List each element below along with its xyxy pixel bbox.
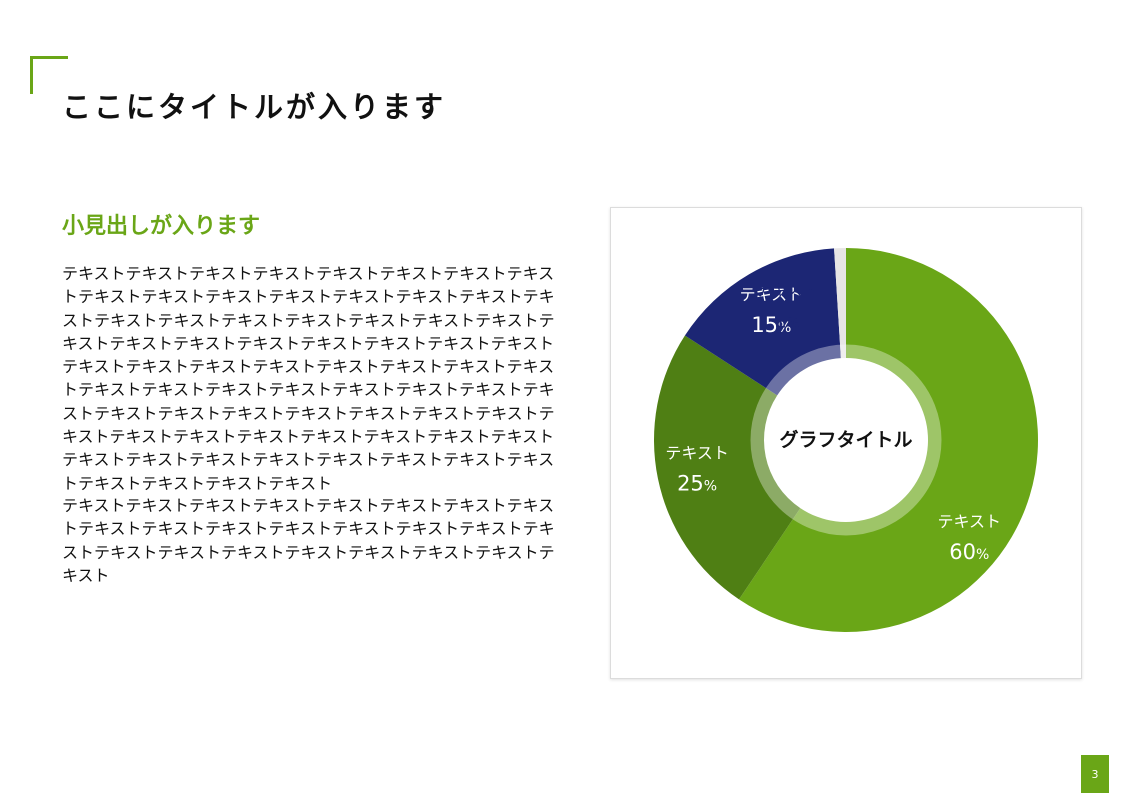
slice-label-text: テキスト	[665, 444, 729, 463]
body-paragraph-2: テキストテキストテキストテキストテキストテキストテキストテキストテキストテキスト…	[62, 496, 555, 585]
slice-label-text: テキスト	[740, 285, 804, 304]
slice-label-text: テキスト	[755, 281, 819, 300]
page-title: ここにタイトルが入ります	[62, 90, 447, 124]
page-number: 3	[1081, 755, 1109, 793]
slice-value-text: 1%	[774, 309, 801, 333]
donut-inner-ring	[750, 344, 942, 536]
chart-title: グラフタイトル	[779, 428, 912, 451]
donut-hole	[766, 360, 926, 520]
donut-slice-2	[654, 335, 801, 600]
donut-chart-card: グラフタイトル テキスト 60% テキスト 25% テキスト 15% テキスト 1%	[610, 207, 1082, 679]
slice-label-4: テキスト 1%	[755, 281, 819, 333]
donut-slice-3	[684, 248, 841, 396]
slice-label-text: テキスト	[938, 512, 1002, 531]
title-corner-accent	[30, 56, 68, 94]
donut-slice-4	[834, 248, 846, 359]
body-paragraph-1: テキストテキストテキストテキストテキストテキストテキストテキストテキストテキスト…	[62, 264, 555, 493]
donut-slice-1	[739, 248, 1038, 632]
slice-label-2: テキスト 25%	[665, 444, 729, 496]
subheading: 小見出しが入ります	[62, 214, 261, 239]
slice-value-text: 25%	[677, 472, 717, 496]
